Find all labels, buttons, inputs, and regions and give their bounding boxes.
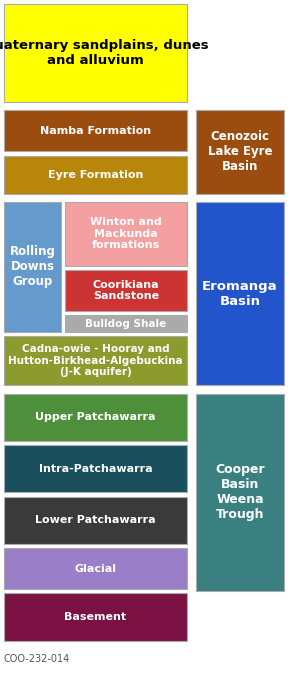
FancyBboxPatch shape [4,394,187,441]
FancyBboxPatch shape [4,496,187,544]
FancyBboxPatch shape [65,270,187,311]
Text: Eromanga
Basin: Eromanga Basin [202,279,278,307]
Text: Cooper
Basin
Weena
Trough: Cooper Basin Weena Trough [215,464,265,522]
Text: Intra-Patchawarra: Intra-Patchawarra [39,464,152,474]
FancyBboxPatch shape [4,202,61,332]
FancyBboxPatch shape [196,394,284,592]
Text: Quaternary sandplains, dunes
and alluvium: Quaternary sandplains, dunes and alluviu… [0,39,208,67]
Text: Bulldog Shale: Bulldog Shale [85,318,167,328]
Text: Basement: Basement [65,612,126,622]
FancyBboxPatch shape [4,445,187,492]
Text: Cenozoic
Lake Eyre
Basin: Cenozoic Lake Eyre Basin [208,131,272,173]
Text: Cadna-owie - Hooray and
Hutton-Birkhead-Algebuckina
(J-K aquifer): Cadna-owie - Hooray and Hutton-Birkhead-… [8,344,183,377]
Text: COO-232-014: COO-232-014 [4,654,70,664]
FancyBboxPatch shape [4,548,187,590]
FancyBboxPatch shape [4,336,187,386]
FancyBboxPatch shape [65,202,187,266]
Text: Rolling
Downs
Group: Rolling Downs Group [10,245,55,288]
FancyBboxPatch shape [4,110,187,152]
FancyBboxPatch shape [4,594,187,641]
Text: Coorikiana
Sandstone: Coorikiana Sandstone [93,279,159,301]
FancyBboxPatch shape [196,110,284,194]
Text: Winton and
Mackunda
formations: Winton and Mackunda formations [90,218,162,250]
FancyBboxPatch shape [65,316,187,332]
Text: Glacial: Glacial [74,564,117,574]
FancyBboxPatch shape [4,156,187,194]
Text: Lower Patchawarra: Lower Patchawarra [35,515,156,526]
Text: Namba Formation: Namba Formation [40,126,151,136]
Text: Upper Patchawarra: Upper Patchawarra [35,412,156,422]
Text: Eyre Formation: Eyre Formation [48,169,143,180]
FancyBboxPatch shape [4,4,187,102]
FancyBboxPatch shape [196,202,284,386]
